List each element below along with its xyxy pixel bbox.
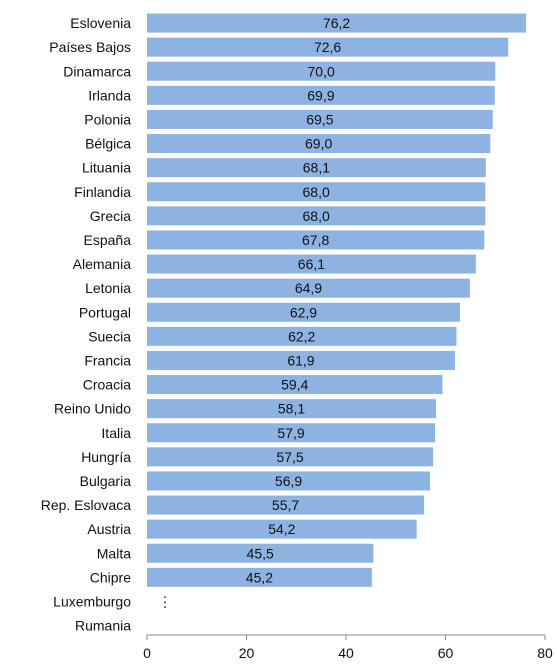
bar — [147, 37, 509, 57]
data-label: 58,1 — [278, 401, 305, 417]
category-label: Chipre — [90, 569, 131, 585]
data-label: 62,9 — [290, 304, 317, 320]
category-label: Croacia — [83, 377, 131, 393]
category-label: España — [84, 232, 132, 248]
category-label: Malta — [97, 545, 131, 561]
category-label: Lituania — [82, 160, 131, 176]
data-label: 56,9 — [275, 473, 302, 489]
data-label: 66,1 — [298, 256, 325, 272]
bar — [147, 254, 476, 274]
bar — [147, 278, 470, 298]
category-label: Suecia — [88, 328, 131, 344]
bar — [147, 206, 486, 226]
category-label: Italia — [101, 425, 131, 441]
bar — [147, 399, 437, 419]
bar — [147, 519, 417, 539]
bar — [147, 109, 493, 129]
bar — [147, 375, 443, 395]
category-label: Polonia — [84, 111, 131, 127]
data-label: 54,2 — [268, 521, 295, 537]
bar — [147, 423, 436, 443]
data-label: 68,0 — [303, 208, 330, 224]
bar — [147, 350, 455, 370]
bar — [147, 61, 496, 81]
category-label: Irlanda — [88, 87, 131, 103]
bar — [147, 471, 431, 491]
x-tick-label: 40 — [338, 645, 354, 661]
bar — [147, 134, 491, 154]
x-tick-label: 80 — [537, 645, 553, 661]
bar — [147, 326, 457, 346]
data-label: 62,2 — [288, 328, 315, 344]
bar — [147, 230, 485, 250]
category-label: Bulgaria — [80, 473, 132, 489]
category-label: Bélgica — [85, 136, 131, 152]
missing-data-marker: ⋮ — [158, 593, 172, 609]
data-label: 76,2 — [323, 15, 350, 31]
bar — [147, 543, 374, 563]
data-label: 67,8 — [302, 232, 329, 248]
data-label: 59,4 — [281, 377, 308, 393]
bar — [147, 158, 486, 178]
bar — [147, 182, 486, 202]
data-label: 68,0 — [303, 184, 330, 200]
data-label: 45,5 — [247, 545, 274, 561]
category-label: Luxemburgo — [53, 593, 131, 609]
data-label: 45,2 — [246, 569, 273, 585]
data-label: 69,5 — [306, 111, 333, 127]
data-label: 55,7 — [272, 497, 299, 513]
data-label: 64,9 — [295, 280, 322, 296]
bar — [147, 495, 425, 515]
category-label: Alemania — [73, 256, 132, 272]
category-label: Rep. Eslovaca — [41, 497, 131, 513]
category-label: Portugal — [79, 304, 131, 320]
x-tick-label: 60 — [438, 645, 454, 661]
data-label: 72,6 — [314, 39, 341, 55]
data-label: 69,9 — [307, 87, 334, 103]
bar — [147, 85, 495, 105]
data-label: 68,1 — [303, 160, 330, 176]
bar — [147, 302, 460, 322]
bar — [147, 447, 434, 467]
x-tick-label: 0 — [143, 645, 151, 661]
data-label: 57,5 — [276, 449, 303, 465]
category-label: Austria — [87, 521, 131, 537]
category-label: Países Bajos — [49, 39, 131, 55]
category-label: Dinamarca — [63, 63, 131, 79]
x-tick-label: 20 — [239, 645, 255, 661]
category-label: Grecia — [90, 208, 131, 224]
data-label: 70,0 — [308, 63, 335, 79]
category-label: Francia — [84, 352, 131, 368]
data-label: 69,0 — [305, 136, 332, 152]
bar — [147, 13, 527, 33]
category-label: Finlandia — [74, 184, 131, 200]
data-label: 61,9 — [287, 352, 314, 368]
category-label: Hungría — [81, 449, 131, 465]
category-label: Letonia — [85, 280, 131, 296]
category-label: Reino Unido — [54, 401, 131, 417]
bar — [147, 567, 372, 587]
category-label: Eslovenia — [70, 15, 131, 31]
data-label: 57,9 — [277, 425, 304, 441]
category-label: Rumania — [75, 618, 131, 634]
